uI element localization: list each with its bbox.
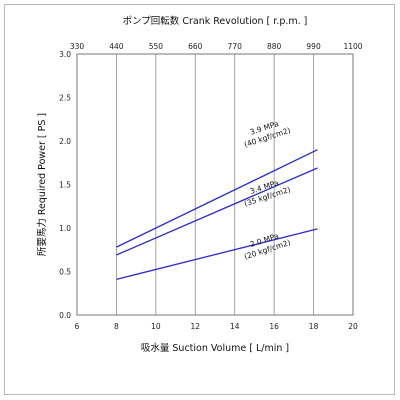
top-tick-label: 660 — [188, 42, 203, 51]
y-tick-label: 3.0 — [59, 50, 71, 59]
power-curve-chart: 6 8 10 12 14 16 18 20 0.0 0.5 1.0 1.5 2.0 2.5 3.0 330… — [36, 15, 363, 354]
series-lines — [116, 149, 318, 280]
x-tick-label: 12 — [191, 322, 201, 331]
series-line-1 — [116, 167, 318, 256]
y-tick-label: 1.0 — [59, 224, 71, 233]
y-tick-label: 1.5 — [59, 181, 71, 190]
y-tick-label: 0.0 — [59, 311, 71, 320]
x-tick-labels: 6 8 10 12 14 16 18 20 — [75, 322, 358, 331]
top-tick-label: 550 — [149, 42, 164, 51]
series-labels: 3.9 MPa(40 kgf/cm2) 3.4 MPa(35 kgf/cm2) 2.… — [243, 119, 292, 261]
y-tick-label: 2.0 — [59, 137, 71, 146]
top-tick-label: 770 — [228, 42, 243, 51]
top-tick-label: 990 — [306, 42, 321, 51]
x-tick-label: 10 — [151, 322, 161, 331]
series-label-1: 3.4 MPa(35 kgf/cm2) — [243, 178, 292, 208]
top-tick-label: 880 — [267, 42, 282, 51]
top-tick-label: 1100 — [343, 42, 362, 51]
chart-frame: 6 8 10 12 14 16 18 20 0.0 0.5 1.0 1.5 2.0 2.5 3.0 330… — [4, 4, 395, 395]
top-tick-labels: 330 440 550 660 770 880 990 1100 — [70, 42, 363, 51]
x-tick-label: 6 — [75, 322, 80, 331]
y-tick-label: 2.5 — [59, 94, 71, 103]
x-tick-label: 18 — [309, 322, 319, 331]
top-tick-label: 330 — [70, 42, 85, 51]
x-tick-label: 8 — [114, 322, 119, 331]
x-axis-title: 吸水量 Suction Volume [ L/min ] — [141, 342, 289, 354]
series-line-0 — [116, 149, 318, 248]
x-tick-label: 20 — [348, 322, 358, 331]
top-tick-label: 440 — [109, 42, 124, 51]
series-label-0: 3.9 MPa(40 kgf/cm2) — [243, 119, 292, 149]
y-tick-label: 0.5 — [59, 268, 71, 277]
series-line-2 — [116, 228, 318, 280]
y-tick-labels: 0.0 0.5 1.0 1.5 2.0 2.5 3.0 — [59, 50, 71, 320]
y-axis-title: 所要馬力 Required Power [ PS ] — [36, 113, 48, 256]
top-axis-title: ポンプ回転数 Crank Revolution [ r.p.m. ] — [123, 15, 308, 27]
x-tick-label: 16 — [269, 322, 279, 331]
plot-border — [76, 53, 354, 316]
series-label-2: 2.0 MPa(20 kgf/cm2) — [243, 231, 292, 261]
x-tick-label: 14 — [230, 322, 240, 331]
gridlines — [115, 54, 315, 315]
